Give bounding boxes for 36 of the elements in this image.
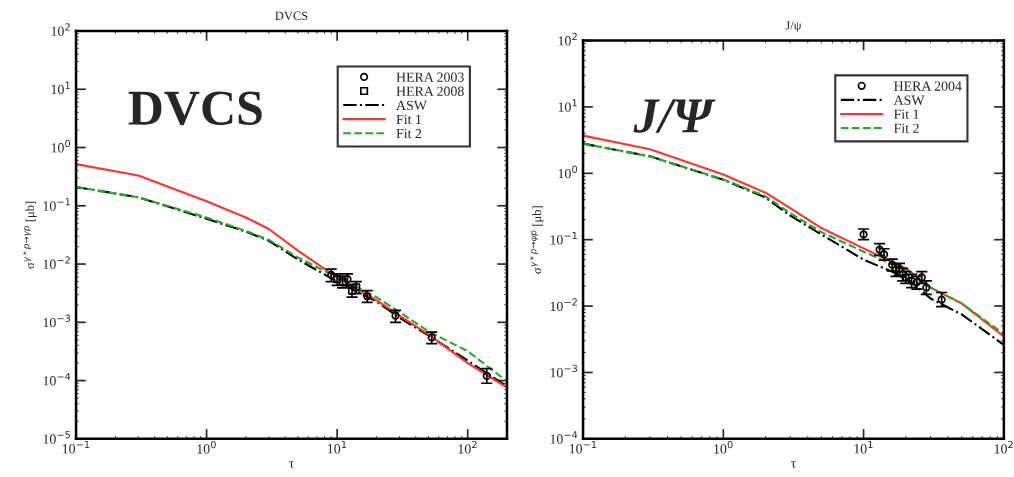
y-tick-label: 10$^{−2}$ — [43, 256, 70, 269]
chart-title: J/ψ — [785, 21, 802, 33]
legend-label: Fit 1 — [894, 109, 919, 119]
legend-label: HERA 2008 — [396, 86, 464, 96]
legend-label: ASW — [893, 95, 925, 105]
y-tick-label: 10$^{−4}$ — [43, 372, 71, 386]
y-tick-label: 10$^{0}$ — [51, 139, 71, 153]
y-axis-title: σ$^{γ*p→ψp}$ [μb] — [529, 206, 544, 274]
legend-label: HERA 2003 — [396, 72, 464, 82]
annotation: DVCS — [128, 91, 262, 126]
chart-title: DVCS — [275, 11, 308, 21]
x-axis-title: τ — [790, 461, 796, 468]
x-axis-title: τ — [289, 461, 295, 468]
y-tick-label: 10$^{0}$ — [558, 165, 578, 179]
y-tick-label: 10$^{2}$ — [558, 32, 577, 46]
y-tick-label: 10$^{2}$ — [51, 23, 70, 36]
y-tick-label: 10$^{−3}$ — [550, 364, 578, 378]
x-tick-label: 10$^{0}$ — [714, 440, 733, 454]
y-tick-label: 10$^{−3}$ — [43, 314, 71, 328]
legend-label: Fit 1 — [396, 114, 422, 125]
legend-label: ASW — [396, 100, 427, 111]
legend-label: Fit 2 — [396, 128, 422, 139]
y-tick-label: 10$^{1}$ — [51, 81, 70, 95]
y-tick-label: 10$^{−1}$ — [43, 198, 70, 211]
x-tick-label: 10$^{1}$ — [854, 440, 873, 454]
y-tick-label: 10$^{1}$ — [558, 99, 577, 112]
x-tick-label: 10$^{2}$ — [458, 440, 477, 454]
y-axis-title: σ$^{γ*p→γp}$ [μb] — [22, 201, 37, 269]
x-tick-label: 10$^{0}$ — [197, 440, 216, 454]
legend-label: Fit 2 — [894, 123, 919, 133]
x-tick-label: 10$^{1}$ — [328, 440, 347, 454]
y-tick-label: 10$^{−1}$ — [550, 232, 577, 245]
y-tick-label: 10$^{−2}$ — [550, 298, 577, 312]
x-tick-label: 10$^{2}$ — [994, 440, 1013, 454]
annotation: J/Ψ — [633, 99, 716, 133]
legend-label: HERA 2004 — [894, 81, 962, 91]
